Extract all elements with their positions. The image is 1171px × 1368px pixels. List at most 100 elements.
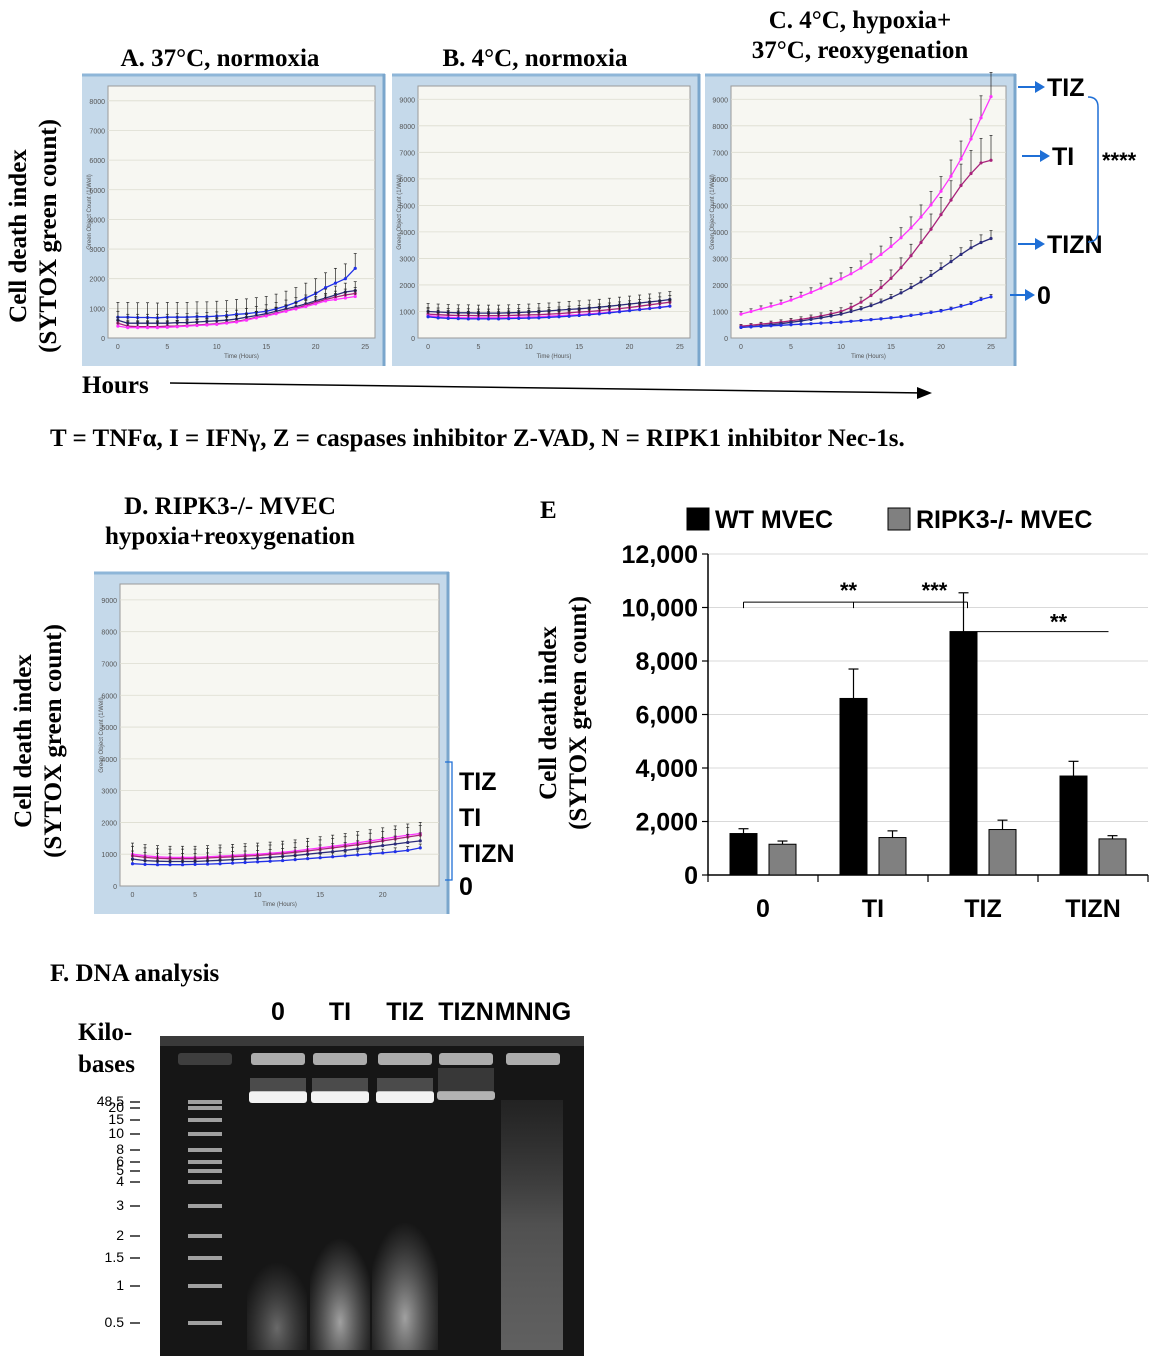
ytick-label-d-4: 5000 <box>101 725 117 732</box>
data-point-d-TIZN-19 <box>368 845 372 849</box>
data-point-c-0-10 <box>839 320 843 324</box>
series-line-c-0 <box>740 296 992 329</box>
bracket-c <box>1087 96 1099 243</box>
data-point-b-TIZ-20 <box>627 309 632 313</box>
data-point-a-0-21 <box>323 286 328 290</box>
xtick-label-b-0: 0 <box>426 344 430 351</box>
ladder-band-12 <box>188 1321 222 1325</box>
inner-xlabel-d: Time (Hours) <box>262 902 297 908</box>
hours-label: Hours <box>82 372 149 399</box>
data-point-a-TIZ-3 <box>145 326 150 330</box>
xtick-label-b-2: 10 <box>525 344 533 351</box>
data-point-a-TIZ-15 <box>264 314 268 318</box>
panel-d-plot: 1000 2000 3000 4000 5000 6000 7000 8000 9000 0 0 5 1… <box>94 571 450 914</box>
bar-e-WT MVEC-0 <box>729 833 758 876</box>
data-point-c-TIZN-21 <box>949 260 953 264</box>
ladder-band-7 <box>188 1180 222 1184</box>
data-point-c-TIZ-15 <box>889 244 893 249</box>
sig-label-1: ** <box>840 578 858 603</box>
ytick-label-e-3: 6,000 <box>635 702 698 730</box>
series-line-c-TIZN <box>740 237 992 329</box>
data-point-d-0-13 <box>293 858 297 862</box>
sig-label-3: ** <box>1050 610 1068 635</box>
data-point-b-TIZ-7 <box>496 317 501 321</box>
hmw-band-TI <box>311 1091 369 1103</box>
data-point-c-0-0 <box>739 325 743 329</box>
data-point-a-TIZ-11 <box>225 321 229 325</box>
data-point-d-0-1 <box>143 862 147 866</box>
data-point-c-TIZN-14 <box>879 300 883 304</box>
data-point-d-0-0 <box>130 862 135 866</box>
hmw-band-0 <box>249 1091 307 1103</box>
data-point-d-TIZN-18 <box>356 847 360 851</box>
data-point-c-TIZN-16 <box>899 291 903 295</box>
data-point-c-0-20 <box>939 309 943 313</box>
inner-ylabel-c: Green Object Count (1/Well) <box>710 174 716 250</box>
xtick-label-d-4: 20 <box>379 892 387 899</box>
data-point-c-TIZ-6 <box>799 294 803 298</box>
marker-label-6: 5 <box>116 1162 124 1178</box>
marker-label-2: 15 <box>108 1111 124 1127</box>
data-point-c-0-18 <box>919 312 923 316</box>
data-point-a-TIZ-2 <box>136 326 140 330</box>
hmw-haze-0 <box>250 1078 306 1092</box>
ytick-label-e-0: 0 <box>684 862 698 890</box>
ytick-label-b-8: 9000 <box>399 97 415 104</box>
data-point-d-0-6 <box>205 862 210 866</box>
xtick-label-b-3: 15 <box>575 344 583 351</box>
ytick-label-a-2: 3000 <box>89 247 105 254</box>
xtick-label-c-4: 20 <box>937 344 945 351</box>
inner-xlabel-c: Time (Hours) <box>851 354 886 360</box>
data-point-c-TIZ-18 <box>919 215 923 219</box>
bar-e-RIPK3-/- MVEC-TIZ <box>988 829 1017 876</box>
ytick-label-zero-d: 0 <box>113 884 117 891</box>
side-arrowhead-c-0 <box>1035 81 1045 93</box>
data-point-c-TIZN-8 <box>819 316 823 320</box>
data-point-c-0-12 <box>859 318 863 323</box>
data-point-b-TIZ-22 <box>648 306 652 311</box>
marker-label-1: 20 <box>108 1099 124 1115</box>
data-point-c-TI-22 <box>959 183 963 188</box>
panel-e-svg: 0 2,000 4,000 6,000 8,000 10,000 12,000 0 TI TIZ T… <box>622 506 1149 923</box>
data-point-c-0-7 <box>809 322 813 326</box>
gel-well-3 <box>378 1053 432 1065</box>
data-point-c-TI-16 <box>899 266 903 270</box>
gel-well-5 <box>506 1053 560 1065</box>
gel-top-edge <box>160 1036 584 1046</box>
data-point-c-0-25 <box>989 295 993 299</box>
panel-b-plot: 1000 2000 3000 4000 5000 6000 7000 8000 9000 0 0 5 1… <box>392 73 701 366</box>
data-point-a-TIZ-17 <box>284 309 288 313</box>
ladder-band-2 <box>188 1118 222 1122</box>
smear-0 <box>247 1240 307 1350</box>
data-point-a-TIZ-4 <box>155 326 160 330</box>
ytick-label-d-1: 2000 <box>101 820 117 827</box>
side-label-c-0: 0 <box>1037 282 1051 310</box>
data-point-c-TI-20 <box>939 213 943 217</box>
gel-title: F. DNA analysis <box>50 960 220 987</box>
panel-c-plot: 1000 2000 3000 4000 5000 6000 7000 8000 9000 0 0 5 1… <box>705 72 1017 366</box>
xtick-label-a-5: 25 <box>361 344 369 351</box>
ytick-label-d-7: 8000 <box>101 630 117 637</box>
lane-label-TIZN: TIZN <box>438 998 494 1026</box>
ytick-label-c-4: 5000 <box>712 203 728 210</box>
ytick-label-d-6: 7000 <box>101 661 117 668</box>
data-point-a-0-22 <box>333 281 338 285</box>
data-point-c-TIZ-1 <box>749 309 753 314</box>
data-point-b-TIZ-17 <box>597 312 601 316</box>
data-point-b-TIZ-21 <box>638 308 642 312</box>
data-point-a-TIZ-6 <box>175 325 179 329</box>
data-point-c-0-6 <box>799 322 803 326</box>
ytick-label-b-2: 3000 <box>399 256 415 263</box>
data-point-d-0-17 <box>343 854 347 858</box>
data-point-d-0-10 <box>256 860 260 864</box>
plot-area-d <box>119 583 440 887</box>
data-point-d-0-9 <box>243 860 247 865</box>
data-point-c-0-19 <box>929 310 933 315</box>
data-point-d-0-21 <box>393 850 397 854</box>
ytick-label-b-1: 2000 <box>399 283 415 290</box>
data-point-c-TIZ-3 <box>769 304 773 308</box>
data-point-c-TI-23 <box>969 171 973 176</box>
ytick-label-b-0: 1000 <box>399 309 415 316</box>
data-point-c-0-11 <box>849 319 853 323</box>
data-point-a-TIZ-0 <box>116 324 120 328</box>
